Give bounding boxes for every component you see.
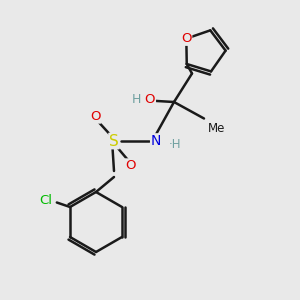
Text: Cl: Cl (40, 194, 52, 207)
Text: O: O (90, 110, 101, 123)
Text: N: N (151, 134, 161, 148)
Text: O: O (145, 92, 155, 106)
Text: O: O (125, 159, 136, 172)
Text: O: O (181, 32, 192, 45)
Text: ·H: ·H (169, 138, 181, 151)
Text: H: H (132, 92, 141, 106)
Text: S: S (109, 134, 119, 148)
Text: Me: Me (208, 122, 225, 135)
